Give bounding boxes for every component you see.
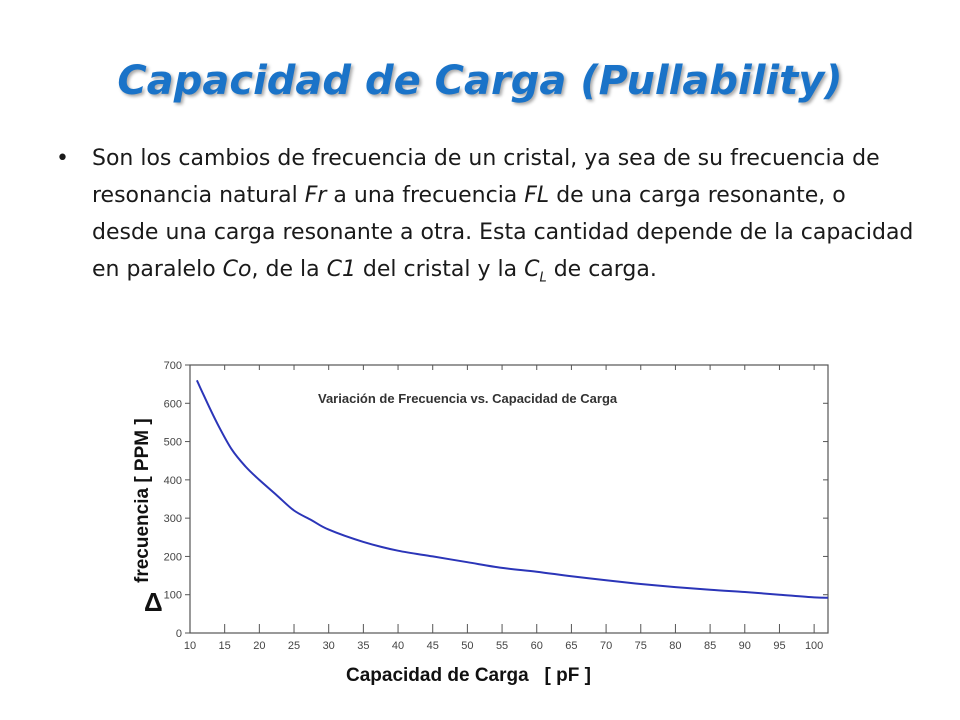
y-axis-label: frecuencia [ PPM ] [132,418,153,583]
x-axis-label: Capacidad de Carga [ pF ] [346,665,591,686]
x-tick-label: 95 [773,640,785,652]
x-tick-label: 75 [635,640,647,652]
x-axis: 10 15 20 25 30 35 40 45 50 55 60 65 70 75 80 85 90 95 100 [184,365,823,652]
chart-container: 0 100 200 300 400 500 600 700 10 15 20 25 30 35 40 45 5… [118,345,838,695]
y-tick-label: 300 [164,513,182,525]
plot-frame [189,364,829,634]
slide-title: Capacidad de Carga (Pullability) [117,58,843,104]
y-tick-label: 600 [164,398,182,410]
y-tick-label: 100 [164,590,182,602]
x-tick-label: 30 [323,640,335,652]
y-tick-label: 500 [164,437,182,449]
x-tick-label: 25 [288,640,300,652]
y-axis-symbol: Δ [144,587,163,617]
x-tick-label: 55 [496,640,508,652]
bullet-paragraph: • Son los cambios de frecuencia de un cr… [56,140,916,296]
frequency-chart: 0 100 200 300 400 500 600 700 10 15 20 25 30 35 40 45 5… [132,360,829,686]
y-tick-label: 700 [164,360,182,372]
y-tick-label: 200 [164,551,182,563]
y-axis: 0 100 200 300 400 500 600 700 [164,360,828,640]
bullet-text-part: del cristal y la [355,257,525,282]
x-tick-label: 35 [357,640,369,652]
bullet-text-part: a una frecuencia [326,183,525,208]
x-tick-label: 60 [531,640,543,652]
term-cl: C [524,257,540,282]
term-fl: FL [524,183,550,208]
bullet-dot: • [56,146,69,171]
bullet-text-part: Son los cambios de frecuencia de un cris… [92,146,880,208]
term-cl-subscript: L [539,270,547,286]
x-tick-label: 85 [704,640,716,652]
x-tick-label: 10 [184,640,196,652]
bullet-text-part: , de la [251,257,327,282]
x-tick-label: 50 [461,640,473,652]
series-line [195,379,829,599]
y-tick-label: 0 [176,628,182,640]
bullet-text: Son los cambios de frecuencia de un cris… [92,140,916,296]
bullet-text-part: de una carga resonante, o desde una carg… [92,183,914,282]
x-tick-label: 80 [669,640,681,652]
chart-title: Variación de Frecuencia vs. Capacidad de… [318,391,618,406]
x-tick-label: 65 [565,640,577,652]
bullet-text-part: de carga. [546,257,657,282]
term-co: Co [222,257,252,282]
y-tick-label: 400 [164,475,182,487]
x-tick-label: 70 [600,640,612,652]
x-tick-label: 40 [392,640,404,652]
x-tick-label: 20 [253,640,265,652]
term-c1: C1 [326,257,356,282]
term-fr: Fr [304,183,327,208]
x-tick-label: 100 [805,640,823,652]
x-tick-label: 15 [219,640,231,652]
x-tick-label: 90 [739,640,751,652]
x-tick-label: 45 [427,640,439,652]
